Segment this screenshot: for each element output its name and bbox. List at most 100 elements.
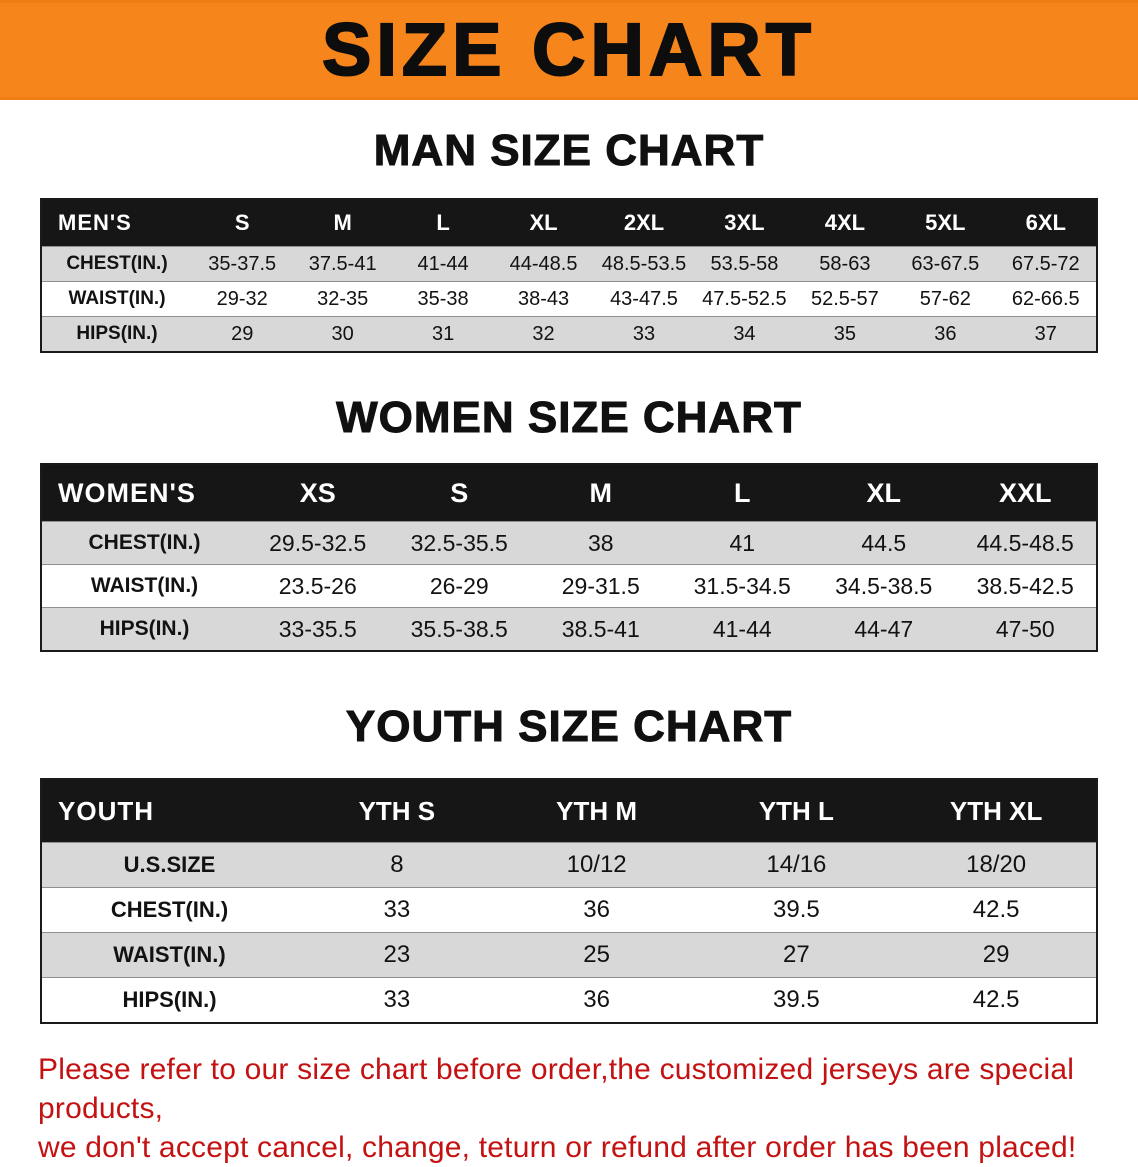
size-column-header: YTH L — [758, 795, 834, 826]
row-label-cell: CHEST(IN.) — [110, 897, 229, 922]
youth-section-heading: YOUTH SIZE CHART — [345, 702, 793, 752]
row-label-cell: HIPS(IN.) — [99, 617, 190, 640]
measurement-cell: 44.5 — [861, 529, 907, 556]
row-label-cell: WAIST(IN.) — [68, 288, 166, 309]
measurement-cell: 30 — [331, 322, 354, 345]
measurement-cell: 23.5-26 — [278, 572, 357, 599]
youth-size-table: YOUTH YTH S YTH M YTH L YTH XL U.S.SIZE 8 10/12… — [40, 778, 1098, 1024]
measurement-cell: 32 — [532, 322, 555, 345]
measurement-cell: 29 — [231, 322, 254, 345]
size-column-header: XL — [866, 477, 901, 508]
size-column-header: YTH M — [556, 795, 638, 826]
size-column-header: 2XL — [623, 210, 665, 235]
row-label-cell: HIPS(IN.) — [76, 323, 158, 344]
table-header-row: YOUTH YTH S YTH M YTH L YTH XL — [42, 780, 1096, 842]
table-row: HIPS(IN.) 33-35.5 35.5-38.5 38.5-41 41-44 44-… — [42, 607, 1096, 650]
measurement-cell: 38.5-41 — [561, 615, 640, 642]
size-column-header: L — [734, 477, 751, 508]
measurement-cell: 25 — [583, 941, 610, 968]
size-column-header: 4XL — [824, 210, 866, 235]
measurement-cell: 32-35 — [317, 287, 369, 310]
row-label-cell: HIPS(IN.) — [122, 987, 217, 1012]
measurement-cell: 41 — [729, 529, 756, 556]
measurement-cell: 33 — [383, 896, 411, 923]
measurement-cell: 14/16 — [766, 851, 827, 878]
measurement-cell: 39.5 — [773, 986, 820, 1013]
measurement-cell: 42.5 — [972, 896, 1020, 923]
row-label-cell: CHEST(IN.) — [66, 253, 168, 274]
measurement-cell: 62-66.5 — [1011, 287, 1080, 310]
measurement-cell: 29-32 — [216, 287, 268, 310]
measurement-cell: 29.5-32.5 — [269, 529, 367, 556]
measurement-cell: 35-38 — [417, 287, 469, 310]
table-row: HIPS(IN.) 29 30 31 32 33 34 35 36 37 — [42, 316, 1096, 351]
table-row: HIPS(IN.) 33 36 39.5 42.5 — [42, 977, 1096, 1022]
measurement-cell: 31.5-34.5 — [693, 572, 791, 599]
table-row: WAIST(IN.) 23.5-26 26-29 29-31.5 31.5-34.5 34… — [42, 564, 1096, 607]
disclaimer-line-1: Please refer to our size chart before or… — [38, 1053, 1075, 1125]
measurement-cell: 18/20 — [966, 851, 1027, 878]
measurement-cell: 36 — [583, 896, 610, 923]
measurement-cell: 34.5-38.5 — [835, 572, 933, 599]
measurement-cell: 33 — [383, 986, 411, 1013]
measurement-cell: 33-35.5 — [278, 615, 357, 642]
table-header-row: MEN'S S M L XL 2XL 3XL 4XL 5XL 6XL — [42, 200, 1096, 246]
row-label-cell: CHEST(IN.) — [88, 531, 201, 554]
table-title-cell: YOUTH — [58, 795, 154, 826]
measurement-cell: 53.5-58 — [710, 252, 779, 275]
measurement-cell: 42.5 — [972, 986, 1020, 1013]
table-title-cell: MEN'S — [58, 210, 132, 235]
measurement-cell: 44-48.5 — [509, 252, 578, 275]
disclaimer-line-2: we don't accept cancel, change, teturn o… — [38, 1131, 1077, 1164]
measurement-cell: 29 — [982, 941, 1010, 968]
measurement-cell: 31 — [431, 322, 455, 345]
measurement-cell: 63-67.5 — [911, 252, 980, 275]
banner: SIZE CHART — [0, 0, 1138, 100]
table-title-cell: WOMEN'S — [58, 477, 196, 508]
measurement-cell: 10/12 — [566, 851, 627, 878]
table-row: WAIST(IN.) 23 25 27 29 — [42, 932, 1096, 977]
measurement-cell: 35 — [833, 322, 856, 345]
measurement-cell: 38 — [587, 529, 614, 556]
row-label-cell: WAIST(IN.) — [113, 942, 226, 967]
men-size-table: MEN'S S M L XL 2XL 3XL 4XL 5XL 6XL CHEST(IN.) 35-37… — [40, 198, 1098, 353]
table-row: U.S.SIZE 8 10/12 14/16 18/20 — [42, 842, 1096, 887]
table-row: WAIST(IN.) 29-32 32-35 35-38 38-43 43-47.5 47.… — [42, 281, 1096, 316]
measurement-cell: 26-29 — [429, 572, 489, 599]
measurement-cell: 23 — [383, 941, 411, 968]
measurement-cell: 58-63 — [819, 252, 871, 275]
measurement-cell: 36 — [934, 322, 957, 345]
women-section-heading: WOMEN SIZE CHART — [336, 393, 802, 443]
measurement-cell: 8 — [390, 851, 404, 878]
measurement-cell: 47.5-52.5 — [702, 287, 787, 310]
measurement-cell: 44-47 — [854, 615, 914, 642]
table-header-row: WOMEN'S XS S M L XL XXL — [42, 465, 1096, 521]
size-column-header: S — [234, 210, 250, 235]
measurement-cell: 35.5-38.5 — [410, 615, 508, 642]
measurement-cell: 44.5-48.5 — [976, 529, 1074, 556]
size-column-header: YTH S — [358, 795, 436, 826]
man-section-heading: MAN SIZE CHART — [373, 126, 765, 176]
measurement-cell: 39.5 — [773, 896, 820, 923]
measurement-cell: 36 — [583, 986, 610, 1013]
size-column-header: M — [589, 477, 613, 508]
measurement-cell: 32.5-35.5 — [410, 529, 508, 556]
size-column-header: 5XL — [925, 210, 966, 235]
measurement-cell: 43-47.5 — [610, 287, 678, 310]
table-row: CHEST(IN.) 33 36 39.5 42.5 — [42, 887, 1096, 932]
measurement-cell: 48.5-53.5 — [601, 252, 687, 275]
measurement-cell: 34 — [733, 322, 756, 345]
table-row: CHEST(IN.) 29.5-32.5 32.5-35.5 38 41 44.5 44.5… — [42, 521, 1096, 564]
measurement-cell: 38-43 — [517, 287, 570, 310]
size-column-header: M — [333, 210, 352, 235]
measurement-cell: 57-62 — [919, 287, 971, 310]
size-column-header: XL — [529, 210, 558, 235]
measurement-cell: 37 — [1034, 322, 1057, 345]
size-column-header: S — [450, 477, 469, 508]
size-column-header: L — [436, 210, 450, 235]
size-column-header: 3XL — [724, 210, 765, 235]
page-title: SIZE CHART — [321, 8, 816, 91]
row-label-cell: U.S.SIZE — [123, 852, 216, 877]
measurement-cell: 29-31.5 — [561, 572, 640, 599]
